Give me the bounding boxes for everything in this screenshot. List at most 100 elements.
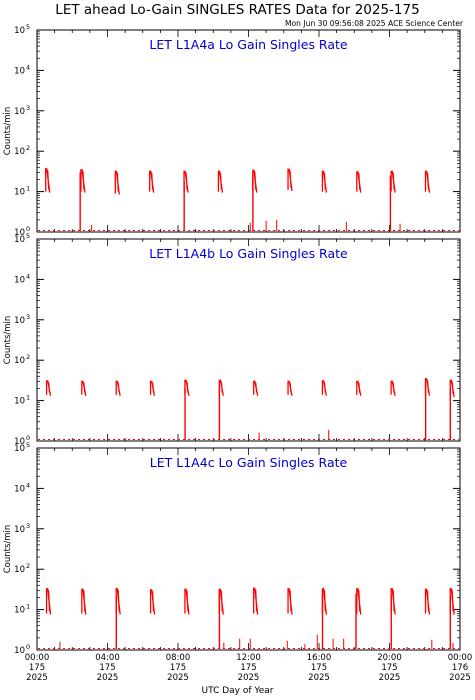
y-tick-exponent: 2 (26, 562, 30, 570)
data-burst (253, 380, 259, 396)
data-burst (149, 380, 156, 396)
data-burst (149, 589, 156, 615)
panel-2: LET L1A4b Lo Gain Singles Rate Counts/min… (3, 232, 461, 447)
x-tick-label-doy: 175 (99, 663, 115, 673)
data-burst (287, 588, 293, 615)
panel-title: LET L1A4b Lo Gain Singles Rate (149, 246, 348, 261)
y-axis-label: Counts/min (3, 316, 13, 365)
y-tick-exponent: 5 (26, 232, 30, 240)
y-tick-label: 10 (14, 107, 25, 117)
y-tick-label: 10 (14, 356, 25, 366)
y-tick-label: 10 (14, 606, 25, 616)
y-tick-exponent: 2 (26, 144, 30, 152)
data-burst (80, 169, 86, 193)
data-burst (356, 588, 362, 615)
x-tick-label-time: 08:00 (166, 653, 191, 663)
y-tick-label: 10 (14, 26, 25, 36)
y-tick-label: 10 (14, 228, 25, 238)
x-tick-label-year: 2025 (26, 673, 48, 683)
data-burst (217, 170, 224, 193)
x-tick-label-time: 00:00 (25, 653, 50, 663)
data-burst (287, 380, 293, 396)
data-burst (424, 170, 431, 193)
y-tick-exponent: 3 (26, 313, 30, 321)
data-burst (45, 380, 52, 396)
x-tick-label-time: 04:00 (95, 653, 120, 663)
y-tick-label: 10 (14, 66, 25, 76)
y-tick-exponent: 0 (26, 643, 30, 651)
y-tick-label: 10 (14, 275, 25, 285)
y-tick-exponent: 0 (26, 225, 30, 233)
x-tick-label-doy: 175 (311, 663, 327, 673)
data-burst (356, 380, 362, 396)
y-tick-label: 10 (14, 437, 25, 447)
data-burst (115, 380, 121, 396)
panel-1: LET L1A4a Lo Gain Singles Rate Counts/min… (3, 23, 461, 238)
data-burst (114, 170, 120, 195)
y-tick-label: 10 (14, 316, 25, 326)
y-tick-exponent: 3 (26, 104, 30, 112)
y-tick-exponent: 1 (26, 185, 30, 193)
y-tick-exponent: 4 (26, 481, 30, 489)
data-burst (81, 588, 87, 615)
data-burst (149, 170, 155, 193)
x-tick-label-doy: 175 (29, 663, 45, 673)
y-tick-label: 10 (14, 646, 25, 656)
panel-title: LET L1A4c Lo Gain Singles Rate (150, 455, 348, 470)
data-burst (45, 168, 51, 193)
y-tick-label: 10 (14, 188, 25, 198)
x-tick-label-doy: 176 (452, 663, 468, 673)
generation-timestamp: Mon Jun 30 09:56:08 2025 ACE Science Cen… (284, 19, 463, 28)
y-tick-exponent: 1 (26, 394, 30, 402)
data-burst (81, 380, 87, 396)
x-tick-label-year: 2025 (449, 673, 471, 683)
panel-title: LET L1A4a Lo Gain Singles Rate (149, 37, 347, 52)
y-tick-exponent: 3 (26, 522, 30, 530)
y-tick-exponent: 4 (26, 63, 30, 71)
data-burst (45, 588, 52, 615)
data-burst (321, 170, 328, 193)
x-tick-label-year: 2025 (308, 673, 330, 683)
y-tick-label: 10 (14, 565, 25, 575)
y-tick-exponent: 1 (26, 603, 30, 611)
panel-frame (36, 447, 461, 651)
y-tick-exponent: 5 (26, 441, 30, 449)
y-tick-exponent: 5 (26, 23, 30, 31)
data-burst (321, 380, 328, 396)
x-tick-label-doy: 175 (240, 663, 256, 673)
chart-main-title: LET ahead Lo-Gain SINGLES RATES Data for… (55, 2, 420, 18)
data-burst (356, 171, 362, 193)
y-tick-label: 10 (14, 147, 25, 157)
y-tick-label: 10 (14, 444, 25, 454)
data-burst (390, 380, 396, 396)
x-tick-label-time: 00:00 (448, 653, 473, 663)
x-tick-label-year: 2025 (97, 673, 119, 683)
x-tick-label-year: 2025 (167, 673, 189, 683)
y-tick-label: 10 (14, 235, 25, 245)
y-tick-label: 10 (14, 525, 25, 535)
y-axis-label: Counts/min (3, 525, 13, 574)
y-axis-label: Counts/min (3, 107, 13, 156)
x-tick-label-year: 2025 (238, 673, 260, 683)
panel-frame (36, 238, 461, 442)
y-tick-label: 10 (14, 484, 25, 494)
y-tick-exponent: 0 (26, 434, 30, 442)
data-burst (184, 588, 190, 615)
data-burst (287, 168, 293, 192)
y-tick-exponent: 4 (26, 272, 30, 280)
panel-3: LET L1A4c Lo Gain Singles Rate Counts/min… (3, 441, 461, 656)
data-burst (424, 588, 431, 615)
x-tick-label-doy: 175 (381, 663, 397, 673)
x-tick-label-time: 16:00 (307, 653, 332, 663)
panel-frame (36, 29, 461, 233)
data-burst (390, 170, 396, 193)
data-burst (253, 587, 259, 615)
x-tick-label-time: 20:00 (377, 653, 402, 663)
